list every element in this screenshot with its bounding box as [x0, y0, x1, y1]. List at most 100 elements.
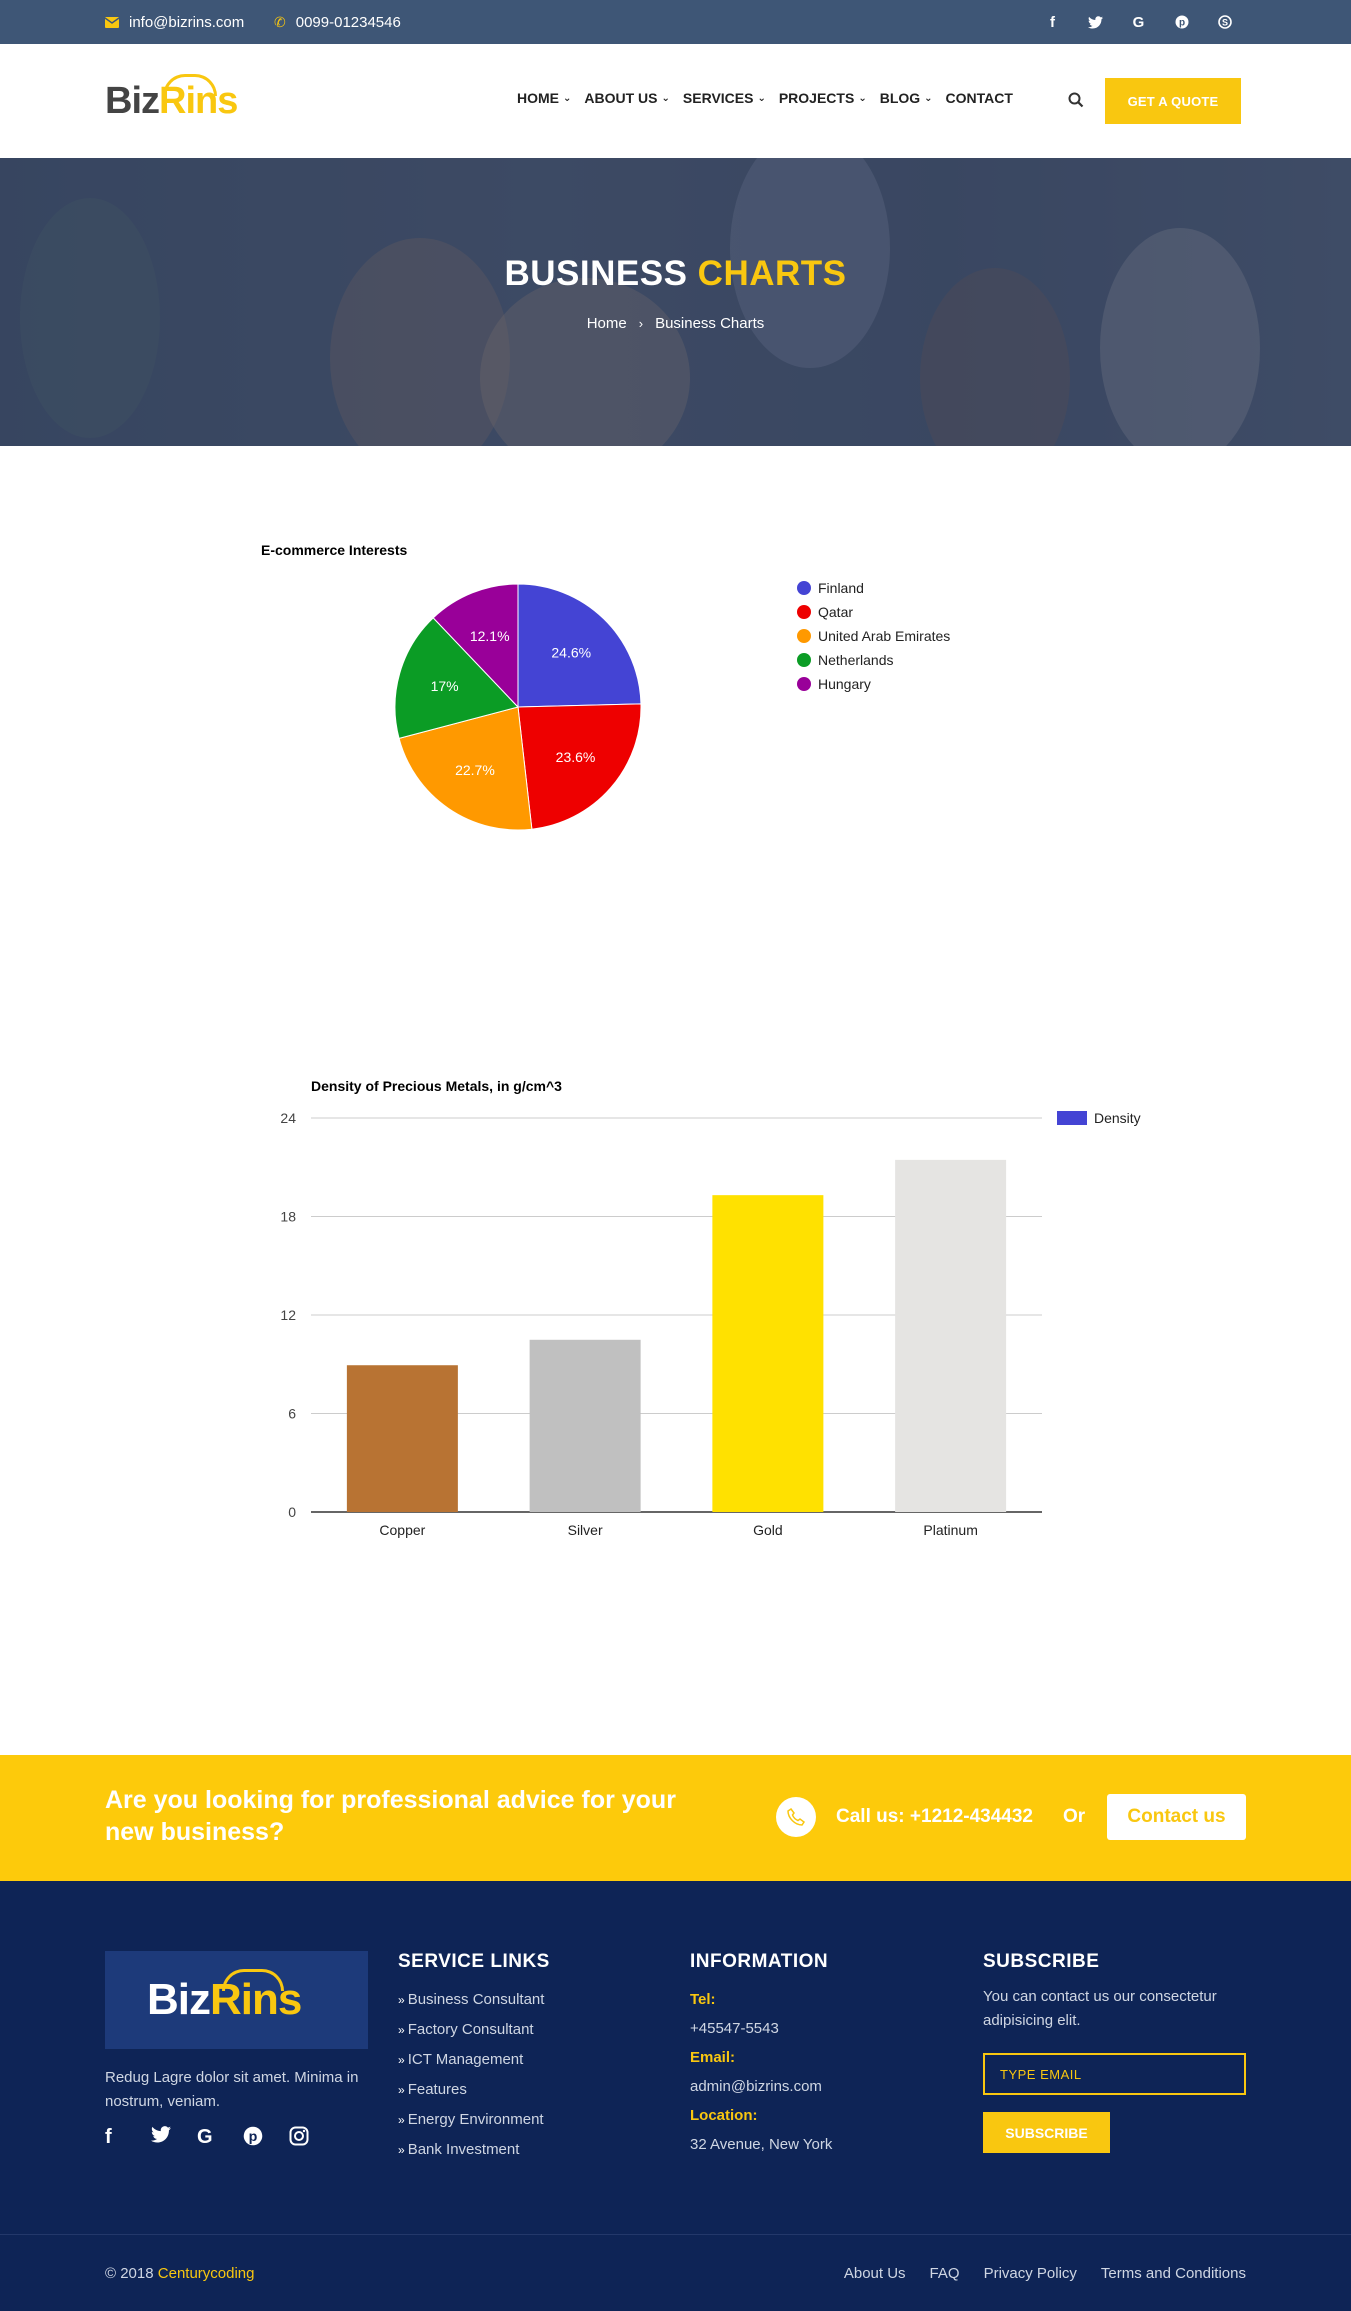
phone-icon	[776, 1797, 816, 1837]
bar[interactable]	[346, 1365, 458, 1512]
double-chevron-icon: »	[398, 2023, 405, 2037]
bar-y-tick-label: 18	[280, 1209, 296, 1225]
footer-bottom-link[interactable]: Terms and Conditions	[1100, 2265, 1246, 2282]
contact-us-button[interactable]: Contact us	[1107, 1794, 1246, 1840]
bar-legend-swatch	[1057, 1111, 1087, 1125]
nav-item-about-us[interactable]: ABOUT US ⌄	[584, 90, 670, 106]
top-phone[interactable]: ✆ 0099-01234546	[274, 0, 401, 44]
pinterest-icon[interactable]: p	[243, 2126, 289, 2149]
pie-slice[interactable]	[398, 706, 533, 831]
bar-y-tick-label: 24	[280, 1110, 296, 1126]
pie-slice[interactable]	[517, 583, 642, 708]
chevron-down-icon: ⌄	[924, 92, 933, 104]
footer-information: INFORMATION Tel: +45547-5543 Email: admi…	[690, 1951, 832, 2159]
service-link[interactable]: » Energy Environment	[398, 2105, 550, 2135]
service-link[interactable]: » Business Consultant	[398, 1985, 550, 2015]
search-icon[interactable]	[1068, 92, 1088, 112]
footer-logo-arc	[222, 1969, 284, 1991]
cta-or: Or	[1063, 1806, 1086, 1827]
breadcrumb-home[interactable]: Home	[586, 315, 627, 332]
google-icon[interactable]: G	[197, 2126, 213, 2148]
pie-legend-item[interactable]: Hungary	[797, 676, 871, 692]
pie-legend-item[interactable]: Netherlands	[797, 652, 894, 668]
copyright-company[interactable]: Centurycoding	[157, 2265, 255, 2282]
site-logo[interactable]: BizRins	[105, 74, 238, 123]
tel-value[interactable]: +45547-5543	[690, 2020, 779, 2037]
bar-y-tick-label: 12	[280, 1307, 296, 1323]
bar-category-label: Silver	[568, 1522, 603, 1538]
footer-subscribe: SUBSCRIBE You can contact us our consect…	[983, 1951, 1253, 2033]
top-email[interactable]: info@bizrins.com	[105, 0, 244, 44]
footer-logo[interactable]: BizRins	[105, 1951, 368, 2049]
pie-slice[interactable]	[394, 617, 519, 739]
nav-item-blog[interactable]: BLOG ⌄	[880, 90, 933, 106]
twitter-icon[interactable]	[1074, 15, 1117, 29]
svg-text:p: p	[249, 2129, 258, 2145]
bar[interactable]	[712, 1195, 824, 1512]
nav-item-contact[interactable]: CONTACT	[946, 90, 1013, 106]
get-quote-button[interactable]: GET A QUOTE	[1105, 78, 1241, 124]
information-title: INFORMATION	[690, 1951, 829, 1972]
footer-bottom-link[interactable]: Privacy Policy	[983, 2265, 1077, 2282]
bar-category-label: Gold	[753, 1522, 783, 1538]
instagram-icon[interactable]	[289, 2126, 335, 2149]
bar-y-tick-label: 6	[288, 1406, 296, 1422]
nav-item-projects[interactable]: PROJECTS ⌄	[779, 90, 867, 106]
nav-item-home[interactable]: HOME ⌄	[517, 90, 571, 106]
footer-bottom-link[interactable]: About Us	[843, 2265, 906, 2282]
facebook-icon[interactable]: f	[105, 2126, 112, 2148]
pie-legend-label: Netherlands	[818, 652, 894, 668]
chevron-down-icon: ⌄	[858, 92, 867, 104]
pie-legend-item[interactable]: United Arab Emirates	[797, 628, 950, 644]
service-link[interactable]: » Features	[398, 2075, 550, 2105]
location-label: Location:	[690, 2107, 758, 2124]
pie-legend-label: United Arab Emirates	[818, 628, 951, 644]
bar-legend-label: Density	[1094, 1110, 1141, 1126]
footer-bottom-link[interactable]: FAQ	[929, 2265, 960, 2282]
pinterest-icon[interactable]: p	[1160, 15, 1203, 29]
envelope-icon	[105, 16, 119, 28]
bar-legend-item[interactable]: Density	[1057, 1110, 1141, 1126]
pie-chart-svg: 24.6% 23.6% 22.7% 17% 12.1%	[394, 583, 642, 831]
pie-slice[interactable]	[517, 703, 642, 830]
facebook-icon[interactable]: f	[1050, 13, 1055, 31]
copyright-year: © 2018	[105, 2265, 154, 2282]
chevron-down-icon: ⌄	[661, 92, 670, 104]
pie-legend-label: Hungary	[818, 676, 871, 692]
pie-slice[interactable]	[432, 583, 519, 709]
pie-legend-swatch	[797, 581, 811, 595]
service-link-label: Bank Investment	[407, 2141, 520, 2158]
nav-item-label: ABOUT US	[584, 90, 658, 106]
email-value[interactable]: admin@bizrins.com	[690, 2078, 822, 2095]
service-link[interactable]: » ICT Management	[398, 2045, 550, 2075]
bar-chart: Density of Precious Metals, in g/cm^3 0 6…	[0, 1065, 1351, 1565]
subscribe-button[interactable]: SUBSCRIBE	[983, 2112, 1110, 2153]
google-icon[interactable]: G	[1132, 13, 1145, 31]
pie-legend-item[interactable]: Finland	[797, 580, 864, 596]
svg-text:S: S	[1221, 17, 1227, 27]
service-link[interactable]: » Factory Consultant	[398, 2015, 550, 2045]
page-title-part2: CHARTS	[697, 254, 847, 293]
bar-y-tick-label: 0	[288, 1504, 296, 1520]
cta-call[interactable]: Call us: +1212-434432	[836, 1806, 1033, 1827]
service-link-label: Features	[407, 2081, 467, 2098]
bar[interactable]	[529, 1339, 641, 1512]
twitter-icon[interactable]	[151, 2126, 197, 2149]
service-link[interactable]: » Bank Investment	[398, 2135, 550, 2165]
main-header: BizRins HOME ⌄ ABOUT US ⌄ SERVICES ⌄ PROJECTS ⌄…	[0, 44, 1351, 158]
page-title-part1: BUSINESS	[504, 254, 688, 293]
footer: BizRins Redug Lagre dolor sit amet. Mini…	[0, 1881, 1351, 2234]
chevron-down-icon: ⌄	[757, 92, 766, 104]
pie-slice-label: 24.6%	[551, 644, 591, 660]
pie-legend-item[interactable]: Qatar	[797, 604, 853, 620]
nav-item-services[interactable]: SERVICES ⌄	[683, 90, 766, 106]
bar-chart-svg: 0 6 12 18 24 Copper Silver Gold Platinum	[280, 1110, 1042, 1538]
page-title: BUSINESS CHARTS	[0, 254, 1351, 294]
location-value: 32 Avenue, New York	[690, 2136, 833, 2153]
subscribe-email-field[interactable]	[983, 2053, 1246, 2095]
bar[interactable]	[895, 1159, 1007, 1512]
nav-item-label: CONTACT	[945, 90, 1013, 106]
top-socials: f G p S	[1031, 0, 1246, 44]
subscribe-title: SUBSCRIBE	[983, 1951, 1100, 1972]
skype-icon[interactable]: S	[1203, 15, 1246, 29]
